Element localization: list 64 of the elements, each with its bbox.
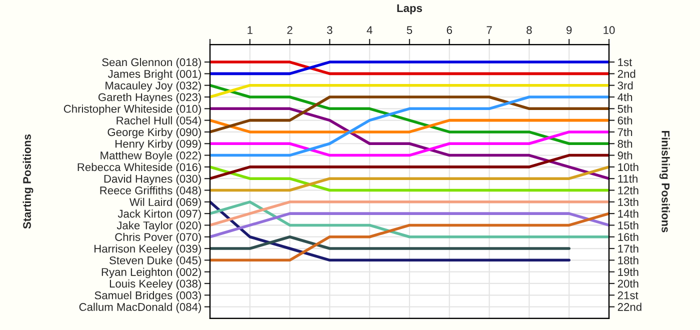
line-series — [210, 107, 609, 180]
y2-tick-label: 15th — [618, 221, 638, 230]
y2-tick-label: 18th — [618, 256, 638, 264]
x-axis-title: Laps — [397, 4, 422, 14]
y2-tick-label: 21st — [618, 291, 638, 300]
category-label: Chris Pover (070) — [115, 232, 201, 244]
y2-tick-label: 19th — [618, 268, 638, 276]
text: Starting Positions — [22, 134, 34, 229]
y2-tick-label: 20th — [618, 279, 638, 288]
line-series — [210, 212, 609, 262]
category-label: Jake Taylor (020) — [116, 221, 201, 232]
y2-tick-label: 9th — [618, 151, 632, 160]
category-label: Rebecca Whiteside (016) — [78, 162, 201, 174]
line-series — [210, 84, 609, 146]
category-label: Matthew Boyle (022) — [100, 151, 201, 162]
line-series — [210, 200, 609, 238]
x-tick-label: 1 — [248, 26, 252, 34]
y2-tick-label: 4th — [618, 92, 632, 102]
category-label: James Bright (001) — [108, 70, 201, 80]
x-tick-label: 9 — [566, 26, 572, 34]
y2-axis-title: Finishing Positions — [659, 131, 670, 232]
category-label: Sean Glennon (018) — [102, 58, 201, 68]
category-label: Steven Duke (045) — [110, 256, 201, 266]
category-label: Gareth Haynes (023) — [98, 92, 201, 104]
y2-tick-label: 14th — [618, 210, 638, 218]
category-label: Macauley Joy (032) — [106, 81, 201, 92]
y2-tick-label: 5th — [618, 104, 632, 113]
line-series — [210, 96, 609, 134]
category-label: Christopher Whiteside (010) — [64, 104, 201, 115]
y2-tick-label: 13th — [618, 198, 638, 206]
y2-tick-label: 12th — [618, 186, 638, 194]
category-label: Rachel Hull (054) — [116, 116, 201, 127]
y2-tick-label: 11th — [618, 174, 638, 183]
y2-tick-label: 17th — [618, 244, 638, 253]
line-series — [210, 96, 609, 157]
category-label: David Haynes (030) — [104, 174, 201, 185]
x-tick-label: 7 — [486, 26, 492, 34]
category-label: Jack Kirton (097) — [118, 210, 201, 220]
category-label: Wil Laird (069) — [129, 198, 201, 208]
category-label: Harrison Keeley (039) — [94, 244, 201, 255]
category-label: Ryan Leighton (002) — [102, 268, 201, 278]
y2-tick-label: 8th — [618, 140, 632, 148]
y2-tick-label: 6th — [618, 116, 632, 124]
x-tick-label: 4 — [366, 26, 372, 34]
y2-tick-label: 2nd — [618, 70, 636, 78]
category-label: Reece Griffiths (048) — [100, 186, 201, 197]
y2-tick-label: 1st — [618, 58, 632, 66]
x-tick-label: 5 — [406, 26, 412, 34]
y2-tick-label: 3rd — [618, 81, 633, 90]
category-label: Henry Kirby (099) — [116, 140, 201, 150]
x-tick-label: 6 — [446, 26, 452, 34]
y2-tick-label: 16th — [618, 232, 638, 241]
category-label: Louis Keeley (038) — [110, 279, 201, 290]
x-tick-label: 10 — [604, 26, 615, 34]
x-tick-label: 2 — [287, 26, 292, 34]
y2-tick-label: 10th — [618, 162, 638, 172]
category-label: Callum MacDonald (084) — [79, 302, 201, 314]
y2-tick-label: 22nd — [618, 302, 642, 311]
x-tick-label: 8 — [526, 26, 532, 34]
x-tick-label: 3 — [327, 26, 332, 34]
line-series — [210, 200, 570, 262]
y2-tick-label: 7th — [618, 128, 632, 136]
category-label: Samuel Bridges (003) — [94, 291, 201, 302]
category-label: George Kirby (090) — [108, 128, 201, 138]
